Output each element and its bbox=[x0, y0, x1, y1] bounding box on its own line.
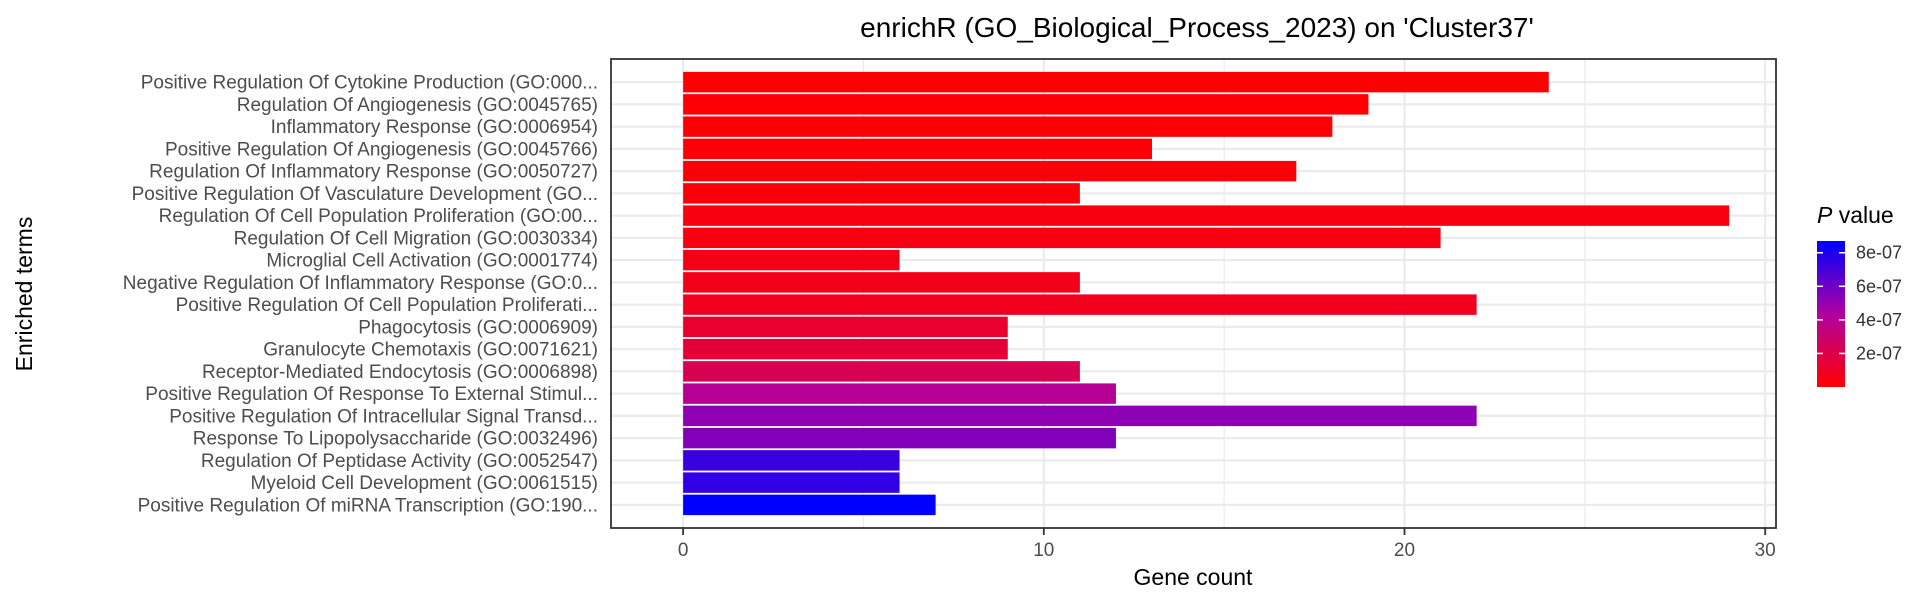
x-tick-label: 30 bbox=[1755, 540, 1776, 561]
bar bbox=[683, 94, 1369, 115]
y-tick-label: Granulocyte Chemotaxis (GO:0071621) bbox=[263, 340, 598, 361]
bars bbox=[683, 71, 1730, 516]
legend-title-italic: P bbox=[1817, 202, 1833, 228]
y-tick-labels: Positive Regulation Of Cytokine Producti… bbox=[123, 73, 598, 517]
y-tick-label: Positive Regulation Of Cell Population P… bbox=[176, 295, 598, 316]
bar bbox=[683, 316, 1008, 338]
y-tick-label: Regulation Of Angiogenesis (GO:0045765) bbox=[237, 95, 598, 116]
x-tick-label: 20 bbox=[1394, 540, 1415, 561]
bar bbox=[683, 405, 1477, 427]
bar bbox=[683, 116, 1333, 137]
y-tick-label: Positive Regulation Of miRNA Transcripti… bbox=[138, 495, 598, 516]
y-tick-label: Response To Lipopolysaccharide (GO:00324… bbox=[193, 429, 598, 450]
legend-colorbar bbox=[1817, 241, 1845, 387]
y-tick-label: Negative Regulation Of Inflammatory Resp… bbox=[123, 273, 598, 294]
bar bbox=[683, 272, 1080, 293]
chart-title: enrichR (GO_Biological_Process_2023) on … bbox=[860, 12, 1534, 43]
y-tick-label: Phagocytosis (GO:0006909) bbox=[358, 317, 598, 338]
y-tick-label: Positive Regulation Of Cytokine Producti… bbox=[141, 73, 598, 94]
x-tick-label: 0 bbox=[678, 540, 689, 561]
bar bbox=[683, 71, 1549, 93]
y-tick-label: Regulation Of Cell Population Proliferat… bbox=[159, 206, 598, 227]
y-tick-label: Inflammatory Response (GO:0006954) bbox=[271, 117, 598, 138]
y-tick-label: Regulation Of Peptidase Activity (GO:005… bbox=[201, 451, 598, 472]
legend-tick-label: 2e-07 bbox=[1856, 343, 1902, 363]
bar bbox=[683, 160, 1297, 182]
legend-title-rest: value bbox=[1832, 202, 1893, 228]
bar bbox=[683, 383, 1116, 404]
y-tick-label: Receptor-Mediated Endocytosis (GO:000689… bbox=[202, 362, 598, 383]
bar bbox=[683, 183, 1080, 204]
y-tick-label: Positive Regulation Of Response To Exter… bbox=[145, 384, 598, 405]
y-tick-label: Regulation Of Inflammatory Response (GO:… bbox=[149, 162, 598, 183]
x-tick-label: 10 bbox=[1033, 540, 1054, 561]
legend-tick-label: 6e-07 bbox=[1856, 276, 1902, 296]
bar bbox=[683, 338, 1008, 360]
bar bbox=[683, 472, 900, 493]
y-tick-label: Positive Regulation Of Angiogenesis (GO:… bbox=[165, 139, 598, 160]
y-tick-label: Positive Regulation Of Intracellular Sig… bbox=[169, 406, 598, 427]
bar bbox=[683, 249, 900, 271]
y-tick-label: Regulation Of Cell Migration (GO:0030334… bbox=[234, 228, 598, 249]
bar bbox=[683, 205, 1730, 226]
y-axis-title: Enriched terms bbox=[11, 217, 37, 372]
bar bbox=[683, 294, 1477, 315]
legend-tick-label: 4e-07 bbox=[1856, 310, 1902, 330]
panel-border bbox=[610, 58, 1777, 529]
legend-ticks: 8e-07 6e-07 4e-07 2e-07 bbox=[1817, 243, 1902, 363]
x-axis-title: Gene count bbox=[1134, 564, 1254, 590]
bar bbox=[683, 138, 1153, 160]
legend-title: P value bbox=[1817, 202, 1894, 228]
y-tick-label: Myeloid Cell Development (GO:0061515) bbox=[251, 473, 598, 494]
legend-tick-label: 8e-07 bbox=[1856, 243, 1902, 263]
bar bbox=[683, 361, 1080, 382]
x-axis-ticks: 0 10 20 30 bbox=[678, 528, 1776, 561]
bar bbox=[683, 494, 936, 516]
y-tick-label: Microglial Cell Activation (GO:0001774) bbox=[266, 251, 598, 272]
bar bbox=[683, 227, 1441, 249]
y-tick-label: Positive Regulation Of Vasculature Devel… bbox=[132, 184, 598, 205]
bar bbox=[683, 427, 1116, 449]
bar bbox=[683, 450, 900, 471]
legend: P value 8e-07 6e-07 4e-07 2e-07 bbox=[1817, 202, 1902, 387]
